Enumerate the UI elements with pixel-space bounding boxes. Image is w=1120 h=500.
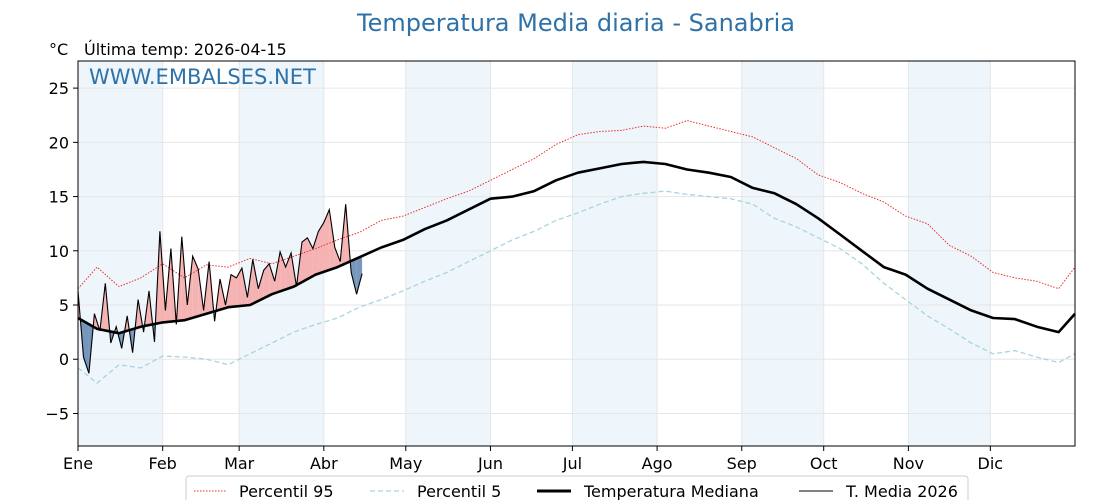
x-tick-label: Mar <box>224 454 255 473</box>
fill-above-median <box>323 209 330 272</box>
chart-title: Temperatura Media diaria - Sanabria <box>356 9 795 37</box>
series-line-median <box>77 160 1076 335</box>
x-tick-label: Ago <box>642 454 673 473</box>
last-temp-label: Última temp: 2026-04-15 <box>84 40 287 59</box>
x-tick-label: Ene <box>63 454 93 473</box>
fill-above-median <box>274 251 281 294</box>
fill-above-median <box>269 263 275 296</box>
fill-above-median <box>318 222 324 274</box>
fill-above-median <box>252 259 259 304</box>
x-tick-label: Jul <box>562 454 582 473</box>
month-band <box>908 61 991 446</box>
x-axis: Ene Feb Mar Abr May Jun Jul Ago Sep Oct Nov Dic <box>63 446 1003 473</box>
y-tick-label: 20 <box>49 133 69 152</box>
legend-label-p5: Percentil 5 <box>417 482 501 500</box>
legend-label-2026: T. Media 2026 <box>845 482 958 500</box>
month-band <box>405 61 491 446</box>
fill-above-median <box>230 274 237 307</box>
y-tick-label: 5 <box>59 296 69 315</box>
plot-frame <box>77 60 1076 447</box>
series-line-2026 <box>77 204 363 374</box>
month-band <box>572 61 658 446</box>
y-unit-label: °C <box>49 40 68 59</box>
series-lines <box>77 120 1076 384</box>
series-line-p5 <box>77 190 1076 384</box>
fill-above-median <box>280 251 286 292</box>
x-tick-label: Dic <box>978 454 1004 473</box>
x-tick-label: Sep <box>727 454 757 473</box>
x-tick-label: Feb <box>149 454 177 473</box>
y-tick-label: 10 <box>49 242 69 261</box>
fill-above-median <box>307 237 313 280</box>
x-tick-label: Abr <box>310 454 338 473</box>
x-tick-label: May <box>389 454 422 473</box>
y-axis: −5 0 5 10 15 20 25 <box>45 79 78 423</box>
legend: Percentil 95 Percentil 5 Temperatura Med… <box>185 475 969 500</box>
fill-above-median <box>192 256 199 318</box>
month-band <box>78 61 163 446</box>
fill-above-median <box>263 263 270 299</box>
x-tick-label: Jun <box>477 454 503 473</box>
fill-above-median <box>285 252 292 290</box>
fill-above-median <box>334 247 341 269</box>
legend-label-p95: Percentil 95 <box>239 482 334 500</box>
fill-above-median <box>301 237 308 283</box>
y-tick-label: 15 <box>49 188 69 207</box>
x-tick-label: Nov <box>893 454 924 473</box>
fill-above-median <box>329 209 335 270</box>
legend-label-median: Temperatura Mediana <box>583 482 759 500</box>
fill-below-median <box>351 258 357 295</box>
month-band <box>741 61 824 446</box>
legend-box <box>185 475 969 500</box>
fill-above-median <box>236 268 242 307</box>
watermark: WWW.EMBALSES.NET <box>89 65 316 89</box>
month-bands <box>78 61 991 446</box>
fill-below-median <box>356 256 363 295</box>
x-tick-label: Oct <box>810 454 838 473</box>
fill-above-median <box>312 231 319 277</box>
y-tick-label: 25 <box>49 79 69 98</box>
fill-above-median <box>258 270 264 301</box>
y-tick-label: −5 <box>45 404 69 423</box>
y-tick-label: 0 <box>59 350 69 369</box>
